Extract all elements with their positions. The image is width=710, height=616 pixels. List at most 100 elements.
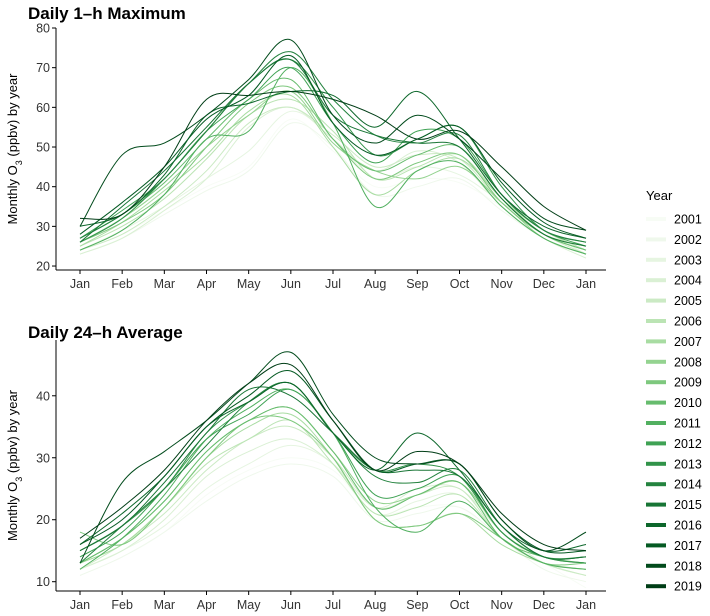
series-line-2016 [79, 90, 587, 239]
legend-label-2001: 2001 [674, 213, 702, 227]
x-tick-label: May [237, 277, 261, 291]
x-tick-label: Mar [154, 277, 176, 291]
series-line-2013 [79, 381, 587, 564]
panel-daily-1h-maximum: Daily 1–h Maximum Monthly O3 (ppbv) by ye… [5, 4, 606, 291]
y-tick-label: 10 [36, 575, 50, 589]
series-line-2007 [79, 93, 587, 251]
y-tick-label: 30 [36, 451, 50, 465]
legend-key-2017 [646, 543, 666, 548]
series-line-2011 [79, 388, 587, 570]
series-line-2002 [79, 122, 587, 255]
series-line-2019 [79, 362, 587, 552]
legend-label-2019: 2019 [674, 580, 702, 594]
series-line-2005 [79, 425, 587, 576]
x-tick-label: May [237, 598, 261, 612]
x-tick-label: Sep [406, 277, 428, 291]
legend-label-2018: 2018 [674, 559, 702, 573]
x-tick-label: Jan [70, 277, 90, 291]
legend-label-2012: 2012 [674, 437, 702, 451]
series-line-2018 [79, 38, 587, 231]
series-line-2010 [79, 77, 587, 251]
x-tick-label: Oct [450, 277, 470, 291]
x-tick-label: Jan [70, 598, 90, 612]
x-tick-label: Dec [533, 598, 555, 612]
legend-key-2015 [646, 502, 666, 507]
chart-title: Daily 1–h Maximum [28, 4, 186, 23]
legend-key-2013 [646, 461, 666, 466]
legend-key-2005 [646, 298, 666, 303]
x-tick-label: Sep [406, 598, 428, 612]
series-line-2003 [79, 110, 587, 255]
y-tick-label: 30 [36, 220, 50, 234]
legend-key-2016 [646, 523, 666, 527]
legend-label-2007: 2007 [674, 335, 702, 349]
y-tick-label: 60 [36, 101, 50, 115]
legend-key-2004 [646, 278, 666, 283]
legend-label-2010: 2010 [674, 396, 702, 410]
legend-label-2011: 2011 [674, 417, 701, 431]
y-tick-label: 40 [36, 389, 50, 403]
series-line-2007 [79, 412, 587, 570]
x-tick-label: Aug [364, 277, 386, 291]
series-line-2015 [79, 58, 587, 247]
y-axis-label: Monthly O3 (ppbv) by year [5, 73, 24, 225]
legend-label-2005: 2005 [674, 294, 702, 308]
legend-key-2003 [646, 257, 666, 262]
series-line-2014 [79, 381, 587, 564]
legend-label-2004: 2004 [674, 274, 702, 288]
legend-label-2017: 2017 [674, 539, 702, 553]
y-tick-label: 80 [36, 22, 50, 36]
y-tick-label: 20 [36, 513, 50, 527]
legend-label-2015: 2015 [674, 498, 702, 512]
series-line-2002 [79, 463, 587, 583]
x-tick-label: Jul [325, 277, 341, 291]
x-tick-label: Oct [450, 598, 470, 612]
legend-label-2002: 2002 [674, 233, 702, 247]
legend-label-2008: 2008 [674, 355, 702, 369]
legend-label-2006: 2006 [674, 315, 702, 329]
y-tick-label: 50 [36, 141, 50, 155]
series-line-2005 [79, 106, 587, 255]
series-line-2004 [79, 106, 587, 259]
legend-label-2016: 2016 [674, 519, 702, 533]
x-tick-label: Jan [576, 598, 596, 612]
legend-label-2003: 2003 [674, 253, 702, 267]
legend-key-2012 [646, 441, 666, 446]
legend-key-2006 [646, 319, 666, 323]
series-line-2016 [79, 381, 587, 552]
legend-label-2014: 2014 [674, 478, 702, 492]
legend-key-2001 [646, 217, 666, 221]
y-tick-label: 40 [36, 180, 50, 194]
legend-key-2008 [646, 359, 666, 364]
series-line-2009 [79, 415, 587, 566]
x-tick-label: Dec [533, 277, 555, 291]
y-tick-label: 20 [36, 260, 50, 274]
legend-key-2018 [646, 563, 666, 568]
legend-title: Year [646, 188, 673, 203]
series-line-2006 [79, 419, 587, 570]
legend-key-2011 [646, 421, 666, 425]
panel-daily-24h-average: Daily 24–h Average Monthly O3 (ppbv) by y… [5, 323, 606, 612]
legend-key-2007 [646, 339, 666, 344]
legend-key-2014 [646, 482, 666, 487]
chart-title: Daily 24–h Average [28, 323, 183, 342]
series-line-2004 [79, 438, 587, 576]
x-tick-label: Nov [491, 598, 514, 612]
legend-key-2019 [646, 584, 666, 589]
series-line-2017 [79, 369, 587, 554]
legend-label-2009: 2009 [674, 376, 702, 390]
x-tick-label: Jun [281, 598, 301, 612]
x-tick-label: Feb [111, 277, 133, 291]
x-tick-label: Jan [576, 277, 596, 291]
legend-label-2013: 2013 [674, 457, 702, 471]
x-tick-label: Jul [325, 598, 341, 612]
series-line-2009 [79, 85, 587, 247]
x-tick-label: Feb [111, 598, 133, 612]
series-line-2001 [79, 457, 587, 589]
series-line-2003 [79, 444, 587, 576]
legend-key-2009 [646, 380, 666, 385]
x-tick-label: Aug [364, 598, 386, 612]
x-tick-label: Apr [197, 598, 216, 612]
